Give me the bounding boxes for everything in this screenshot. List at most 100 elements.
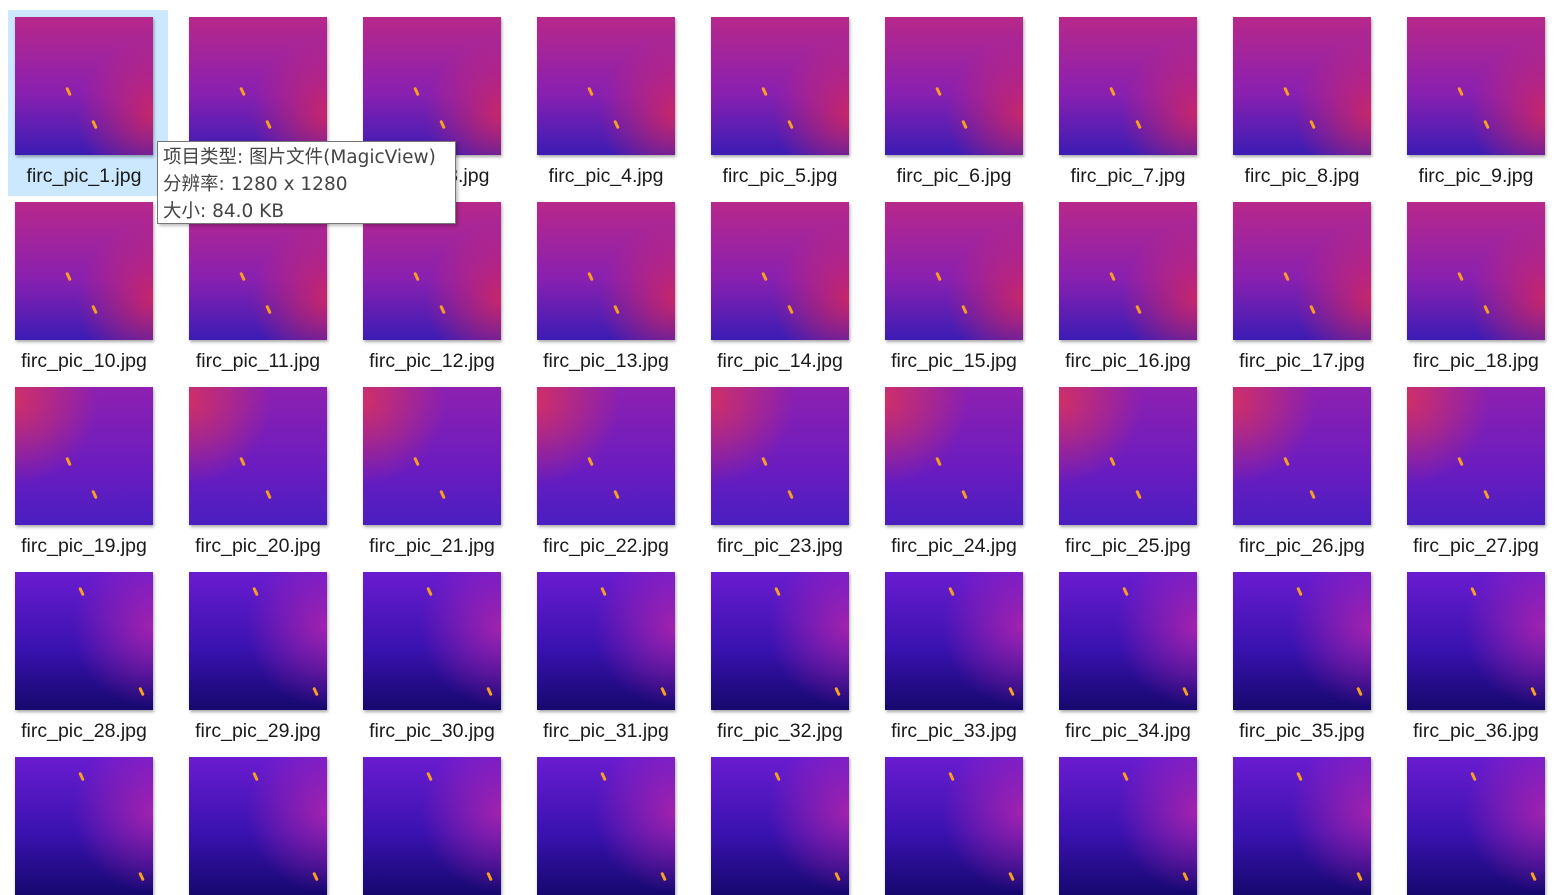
hotspot — [1483, 489, 1490, 500]
file-name[interactable]: firc_pic_8.jpg — [1244, 165, 1360, 187]
thumbnail[interactable] — [1233, 202, 1371, 340]
hotspot — [65, 456, 72, 467]
file-name[interactable]: firc_pic_17.jpg — [1239, 350, 1365, 372]
thumbnail[interactable] — [1407, 387, 1545, 525]
file-name[interactable]: firc_pic_5.jpg — [722, 165, 838, 187]
file-name[interactable]: firc_pic_16.jpg — [1065, 350, 1191, 372]
thumbnail[interactable] — [1233, 387, 1371, 525]
file-name[interactable]: firc_pic_12.jpg — [369, 350, 495, 372]
thumbnail[interactable] — [1059, 757, 1197, 895]
file-name[interactable]: firc_pic_23.jpg — [717, 535, 843, 557]
thumbnail[interactable] — [711, 387, 849, 525]
file-name[interactable]: firc_pic_32.jpg — [717, 720, 843, 742]
thumbnail[interactable] — [189, 387, 327, 525]
hotspot — [1182, 871, 1189, 882]
file-name[interactable]: firc_pic_1.jpg — [26, 165, 142, 187]
file-name[interactable]: firc_pic_11.jpg — [195, 350, 321, 372]
thumbnail[interactable] — [885, 387, 1023, 525]
file-name[interactable]: firc_pic_18.jpg — [1413, 350, 1539, 372]
hotspot — [1309, 119, 1316, 130]
file-name[interactable]: firc_pic_31.jpg — [543, 720, 669, 742]
thumbnail[interactable] — [885, 17, 1023, 155]
thumbnail[interactable] — [363, 387, 501, 525]
thumbnail[interactable] — [537, 572, 675, 710]
thumbnail[interactable] — [537, 17, 675, 155]
thumbnail[interactable] — [537, 202, 675, 340]
file-name[interactable]: firc_pic_28.jpg — [21, 720, 147, 742]
thumbnail[interactable] — [1233, 757, 1371, 895]
hotspot — [1109, 271, 1116, 282]
hotspot — [600, 586, 607, 597]
thumbnail[interactable] — [1233, 572, 1371, 710]
hotspot — [600, 771, 607, 782]
hotspot — [1283, 86, 1290, 97]
file-name[interactable]: firc_pic_20.jpg — [195, 535, 321, 557]
file-name[interactable]: firc_pic_10.jpg — [21, 350, 147, 372]
file-name[interactable]: firc_pic_27.jpg — [1413, 535, 1539, 557]
thumbnail[interactable] — [537, 757, 675, 895]
thumbnail[interactable] — [711, 572, 849, 710]
hotspot — [239, 271, 246, 282]
file-name[interactable]: firc_pic_26.jpg — [1239, 535, 1365, 557]
thumbnail[interactable] — [885, 757, 1023, 895]
thumbnail[interactable] — [15, 387, 153, 525]
file-name[interactable]: firc_pic_29.jpg — [195, 720, 321, 742]
hotspot — [961, 489, 968, 500]
file-name[interactable]: firc_pic_9.jpg — [1418, 165, 1534, 187]
thumbnail[interactable] — [711, 202, 849, 340]
file-name[interactable]: firc_pic_35.jpg — [1239, 720, 1365, 742]
thumbnail[interactable] — [15, 757, 153, 895]
hotspot — [774, 586, 781, 597]
thumbnail[interactable] — [189, 572, 327, 710]
file-name[interactable]: firc_pic_6.jpg — [896, 165, 1012, 187]
hotspot — [439, 304, 446, 315]
file-name[interactable]: firc_pic_22.jpg — [543, 535, 669, 557]
thumbnail[interactable] — [1059, 387, 1197, 525]
hotspot — [239, 86, 246, 97]
file-name[interactable]: firc_pic_14.jpg — [717, 350, 843, 372]
thumbnail[interactable] — [15, 572, 153, 710]
thumbnail[interactable] — [363, 17, 501, 155]
thumbnail[interactable] — [711, 757, 849, 895]
thumbnail[interactable] — [1059, 202, 1197, 340]
file-name[interactable]: firc_pic_33.jpg — [891, 720, 1017, 742]
thumbnail[interactable] — [15, 202, 153, 340]
tooltip: 项目类型: 图片文件(MagicView) 分辨率: 1280 x 1280 大… — [157, 141, 456, 224]
thumbnail[interactable] — [363, 757, 501, 895]
thumbnail[interactable] — [885, 572, 1023, 710]
thumbnail[interactable] — [1407, 202, 1545, 340]
thumbnail[interactable] — [189, 757, 327, 895]
file-name[interactable]: firc_pic_21.jpg — [369, 535, 495, 557]
hotspot — [1135, 119, 1142, 130]
thumbnail[interactable] — [1407, 572, 1545, 710]
thumbnail[interactable] — [885, 202, 1023, 340]
file-name[interactable]: firc_pic_13.jpg — [543, 350, 669, 372]
thumbnail[interactable] — [15, 17, 153, 155]
file-name[interactable]: firc_pic_7.jpg — [1070, 165, 1186, 187]
file-name[interactable]: firc_pic_24.jpg — [891, 535, 1017, 557]
hotspot — [1470, 586, 1477, 597]
thumbnail[interactable] — [363, 572, 501, 710]
thumbnail[interactable] — [537, 387, 675, 525]
hotspot — [1530, 686, 1537, 697]
thumbnail[interactable] — [189, 17, 327, 155]
file-name[interactable]: firc_pic_34.jpg — [1065, 720, 1191, 742]
file-name[interactable]: firc_pic_30.jpg — [369, 720, 495, 742]
hotspot — [78, 586, 85, 597]
file-name[interactable]: firc_pic_36.jpg — [1413, 720, 1539, 742]
hotspot — [1135, 304, 1142, 315]
hotspot — [426, 771, 433, 782]
file-name[interactable]: firc_pic_19.jpg — [21, 535, 147, 557]
thumbnail[interactable] — [711, 17, 849, 155]
thumbnail[interactable] — [1059, 572, 1197, 710]
hotspot — [787, 304, 794, 315]
file-name[interactable]: firc_pic_25.jpg — [1065, 535, 1191, 557]
file-name[interactable]: firc_pic_4.jpg — [548, 165, 664, 187]
thumbnail[interactable] — [1233, 17, 1371, 155]
thumbnail[interactable] — [1407, 17, 1545, 155]
file-name[interactable]: firc_pic_15.jpg — [891, 350, 1017, 372]
thumbnail[interactable] — [1407, 757, 1545, 895]
thumbnail[interactable] — [189, 202, 327, 340]
thumbnail[interactable] — [363, 202, 501, 340]
thumbnail[interactable] — [1059, 17, 1197, 155]
